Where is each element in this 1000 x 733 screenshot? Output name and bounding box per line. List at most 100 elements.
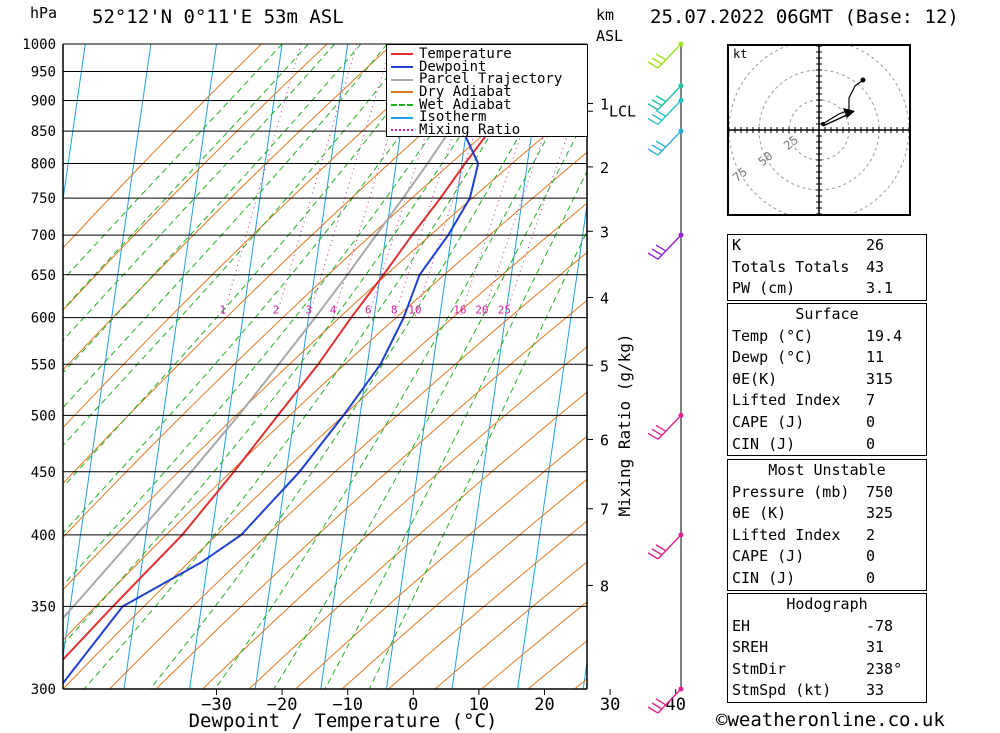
wind-barb-feather (655, 140, 667, 148)
x-tick-label: 30 (600, 695, 620, 715)
mixing-ratio-label: 25 (498, 304, 511, 317)
wind-barb-feather (647, 252, 659, 260)
legend-swatch (391, 53, 413, 56)
wind-barb (647, 414, 682, 440)
wind-barb (647, 534, 682, 560)
isotherm-line (63, 44, 152, 661)
legend-label: Temperature (419, 46, 512, 62)
wind-barb-feather (647, 552, 659, 560)
isotherm-line (385, 44, 480, 689)
wet-adiabat-line (273, 113, 587, 689)
wind-barb (647, 688, 682, 714)
eh-row: EH -78 (732, 616, 894, 635)
storm-motion-vector (822, 113, 850, 127)
wind-barb (647, 130, 682, 156)
pressure-tick-label: 350 (31, 599, 56, 615)
surface-lifted-index-row: Lifted Index 7 (732, 391, 876, 410)
x-tick-label: 0 (408, 695, 418, 715)
km-label: km (596, 6, 615, 24)
km-tick-label: 4 (600, 290, 609, 308)
pressure-tick-label: 950 (31, 64, 56, 80)
mixing-ratio-label: 20 (475, 304, 488, 317)
isotherm-line (189, 44, 283, 689)
indices-table: K 26 Totals Totals 43 PW (cm) 3.1 (727, 234, 927, 301)
legend-item: Parcel Trajectory (387, 73, 587, 86)
dry-adiabat-line (155, 299, 587, 689)
chart-legend: Temperature Dewpoint Parcel Trajectory Dry … (386, 44, 588, 137)
wet-adiabat-line (214, 61, 587, 689)
pressure-tick-label: 650 (31, 268, 56, 284)
mu-cin-row: CIN (J) 0 (732, 568, 876, 587)
x-tick-label: −30 (201, 695, 232, 715)
pressure-tick-label: 750 (31, 191, 56, 207)
wind-barb-feather (655, 95, 667, 103)
wind-barb-feather (655, 544, 667, 552)
x-tick-label: 40 (665, 695, 685, 715)
wind-barb-feather (647, 432, 659, 440)
parcel-trajectory (63, 44, 542, 620)
legend-label: Dry Adiabat (419, 84, 512, 101)
wet-adiabat-line (324, 170, 587, 689)
wind-barb-feather (647, 117, 659, 126)
mu-lifted-index-row: Lifted Index 2 (732, 525, 876, 544)
x-tick-label: −10 (332, 695, 363, 715)
legend-label: Isotherm (419, 109, 487, 126)
isotherm-line (320, 44, 414, 689)
pressure-tick-label: 450 (31, 465, 56, 481)
mixing-ratio-label: 10 (408, 304, 421, 317)
copyright-footer[interactable]: ©weatheronline.co.uk (716, 709, 945, 731)
wind-barb-feather (647, 706, 659, 714)
storm-motion-arrowhead (843, 108, 855, 118)
mixing-ratio-label: 6 (365, 304, 372, 317)
pressure-tick-label: 900 (31, 93, 56, 109)
most-unstable-title: Most Unstable (768, 461, 886, 479)
legend-swatch (391, 78, 413, 81)
dewpoint-profile (63, 44, 487, 685)
pressure-tick-label: 700 (31, 228, 56, 244)
dry-adiabat-line (63, 202, 587, 689)
legend-swatch (391, 116, 413, 119)
wind-barb-feather (651, 57, 663, 65)
legend-item: Dewpoint (387, 60, 587, 74)
pressure-tick-label: 500 (31, 408, 56, 424)
km-tick-label: 1 (600, 95, 609, 113)
isotherm-line (254, 44, 349, 689)
x-axis-title: Dewpoint / Temperature (°C) (189, 710, 498, 732)
wind-barb-feather (651, 428, 663, 436)
pressure-tick-label: 800 (31, 157, 56, 173)
isotherm-line (0, 44, 20, 689)
isotherm-line (63, 44, 86, 204)
dry-adiabat-line (295, 435, 587, 689)
surface-title: Surface (795, 305, 859, 323)
mixing-ratio-label: 3 (305, 304, 312, 317)
wet-adiabat-line (63, 44, 388, 409)
pressure-tick-label: 600 (31, 311, 56, 327)
wind-barb (647, 99, 682, 126)
wind-barb (647, 85, 682, 111)
legend-swatch (391, 91, 413, 94)
wind-barb-feather (655, 53, 667, 61)
wind-barb-feather (655, 698, 667, 706)
x-tick-label: 20 (534, 695, 554, 715)
hodograph-ring-label: 25 (781, 133, 801, 153)
x-tick-label: −20 (267, 695, 298, 715)
hodograph-ring-label: 50 (755, 149, 775, 169)
wind-barb-feather (651, 548, 663, 556)
sreh-row: SREH 31 (732, 638, 885, 657)
surface-dewp-row: Dewp (°C) 11 (732, 348, 885, 367)
surface-table: Surface Temp (°C) 19.4 Dewp (°C) 11 θE(K) 3… (727, 303, 927, 457)
wind-barb-feather (655, 109, 667, 118)
wind-barb-feather (651, 99, 663, 107)
surface-temp-row: Temp (°C) 19.4 (732, 326, 903, 345)
dry-adiabat-line (63, 99, 587, 591)
legend-label: Wet Adiabat (419, 96, 512, 113)
x-tick-label: 10 (469, 695, 489, 715)
legend-swatch (391, 104, 413, 107)
isotherm-line (123, 44, 217, 689)
mixing-ratio-label: 2 (273, 304, 280, 317)
wind-barb-feather (651, 144, 663, 152)
wind-barb-feather (655, 424, 667, 432)
totals-totals-row: Totals Totals 43 (732, 257, 885, 276)
wind-barb-feather (647, 148, 659, 156)
